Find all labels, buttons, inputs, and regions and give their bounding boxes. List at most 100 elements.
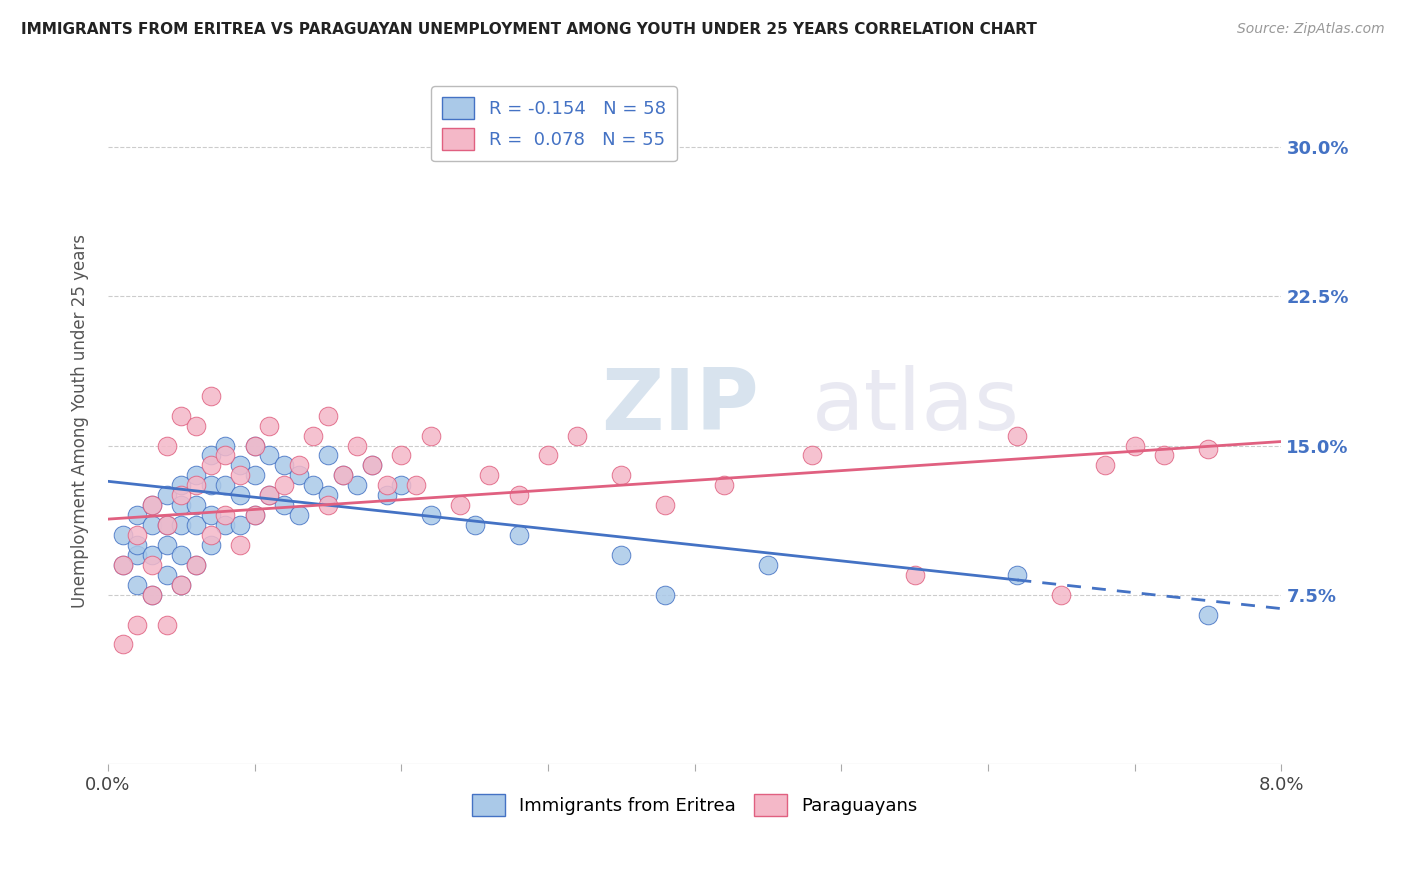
Point [214, 518, 236, 533]
Point [332, 468, 354, 483]
Point [127, 538, 149, 552]
Point [346, 478, 368, 492]
Point [375, 488, 398, 502]
Point [156, 488, 179, 502]
Point [229, 538, 252, 552]
Point [1050, 588, 1073, 602]
Point [713, 478, 735, 492]
Legend: Immigrants from Eritrea, Paraguayans: Immigrants from Eritrea, Paraguayans [465, 787, 924, 823]
Point [287, 508, 309, 523]
Point [170, 498, 193, 512]
Point [1197, 607, 1219, 622]
Point [141, 518, 163, 533]
Point [1007, 567, 1029, 582]
Point [184, 498, 207, 512]
Point [273, 458, 295, 473]
Point [156, 518, 179, 533]
Point [654, 588, 676, 602]
Point [229, 518, 252, 533]
Point [156, 617, 179, 632]
Point [156, 538, 179, 552]
Point [316, 449, 339, 463]
Point [184, 468, 207, 483]
Point [214, 449, 236, 463]
Point [141, 588, 163, 602]
Point [756, 558, 779, 572]
Point [141, 498, 163, 512]
Point [389, 449, 412, 463]
Point [141, 498, 163, 512]
Point [184, 558, 207, 572]
Point [1197, 442, 1219, 457]
Point [200, 449, 222, 463]
Point [111, 637, 134, 651]
Point [302, 428, 325, 442]
Point [375, 478, 398, 492]
Point [537, 449, 560, 463]
Point [654, 498, 676, 512]
Point [419, 428, 441, 442]
Point [243, 468, 266, 483]
Point [508, 528, 530, 542]
Y-axis label: Unemployment Among Youth under 25 years: Unemployment Among Youth under 25 years [72, 234, 89, 607]
Point [316, 498, 339, 512]
Point [127, 578, 149, 592]
Point [200, 508, 222, 523]
Point [111, 558, 134, 572]
Point [361, 458, 384, 473]
Point [200, 458, 222, 473]
Point [156, 438, 179, 452]
Point [156, 518, 179, 533]
Point [141, 558, 163, 572]
Point [127, 548, 149, 562]
Point [478, 468, 501, 483]
Point [243, 438, 266, 452]
Point [567, 428, 589, 442]
Point [259, 488, 281, 502]
Point [170, 548, 193, 562]
Point [287, 468, 309, 483]
Point [332, 468, 354, 483]
Point [243, 438, 266, 452]
Point [214, 508, 236, 523]
Point [259, 449, 281, 463]
Point [170, 409, 193, 423]
Point [464, 518, 486, 533]
Point [389, 478, 412, 492]
Point [243, 508, 266, 523]
Text: ZIP: ZIP [600, 366, 759, 449]
Point [610, 548, 633, 562]
Point [170, 578, 193, 592]
Point [1123, 438, 1146, 452]
Point [214, 478, 236, 492]
Point [508, 488, 530, 502]
Point [259, 488, 281, 502]
Point [273, 498, 295, 512]
Point [259, 418, 281, 433]
Point [170, 478, 193, 492]
Point [316, 409, 339, 423]
Point [801, 449, 824, 463]
Point [287, 458, 309, 473]
Point [170, 578, 193, 592]
Point [273, 478, 295, 492]
Point [243, 508, 266, 523]
Point [184, 558, 207, 572]
Text: atlas: atlas [813, 366, 1021, 449]
Point [1094, 458, 1116, 473]
Point [200, 478, 222, 492]
Point [904, 567, 927, 582]
Point [127, 508, 149, 523]
Point [214, 438, 236, 452]
Point [200, 389, 222, 403]
Point [127, 528, 149, 542]
Point [1007, 428, 1029, 442]
Point [361, 458, 384, 473]
Point [229, 458, 252, 473]
Point [170, 518, 193, 533]
Point [346, 438, 368, 452]
Point [141, 588, 163, 602]
Point [419, 508, 441, 523]
Point [184, 518, 207, 533]
Point [170, 488, 193, 502]
